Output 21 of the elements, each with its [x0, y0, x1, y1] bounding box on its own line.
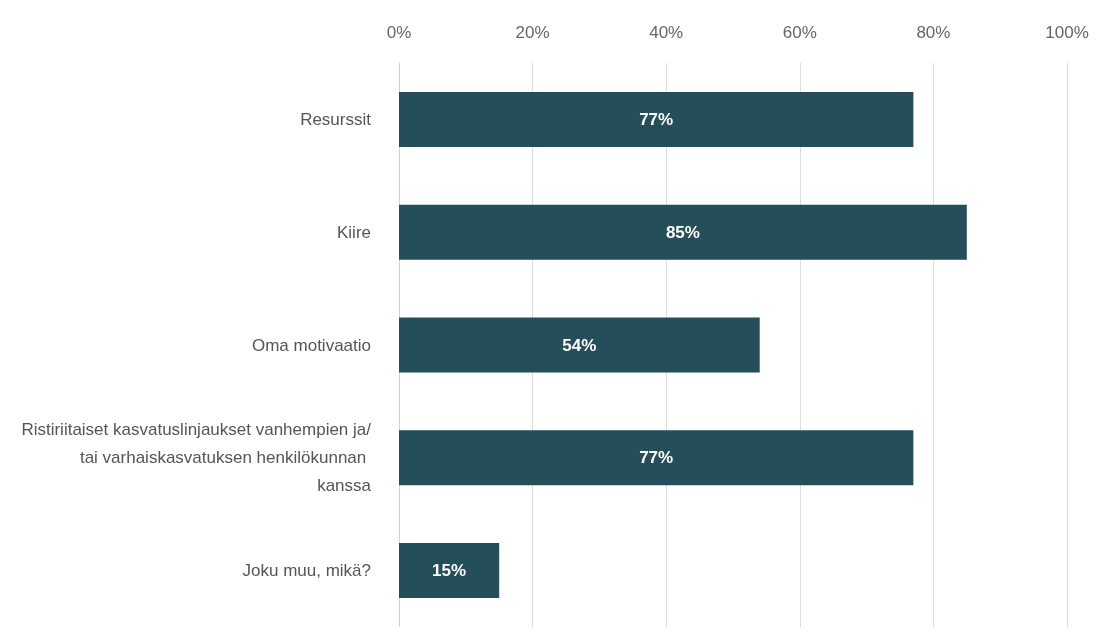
- x-tick-label: 60%: [782, 23, 817, 42]
- x-tick-label: 20%: [515, 23, 550, 42]
- data-label: 77%: [639, 109, 674, 129]
- data-label: 85%: [665, 222, 700, 242]
- bar: [399, 317, 760, 373]
- x-tick-label: 80%: [916, 23, 951, 42]
- bar: [399, 543, 500, 599]
- data-label: 54%: [562, 335, 597, 355]
- y-tick-label: Kiire: [336, 222, 371, 242]
- x-tick-label: 100%: [1045, 23, 1089, 42]
- data-label: 15%: [432, 561, 467, 581]
- y-tick-label: Ristiriitaiset kasvatuslinjaukset vanhempien ja/tai varhaiskasvatuksen henkilökunnan kanssa: [21, 420, 372, 496]
- y-tick-label: Resurssit: [300, 109, 372, 129]
- bar: [399, 430, 914, 486]
- y-tick-label: Oma motivaatio: [251, 335, 371, 355]
- data-label: 77%: [639, 448, 674, 468]
- bar: [399, 91, 914, 147]
- x-tick-label: 40%: [649, 23, 684, 42]
- bar: [399, 204, 967, 260]
- x-tick-label: 0%: [386, 23, 412, 42]
- y-tick-label: Joku muu, mikä?: [242, 561, 371, 581]
